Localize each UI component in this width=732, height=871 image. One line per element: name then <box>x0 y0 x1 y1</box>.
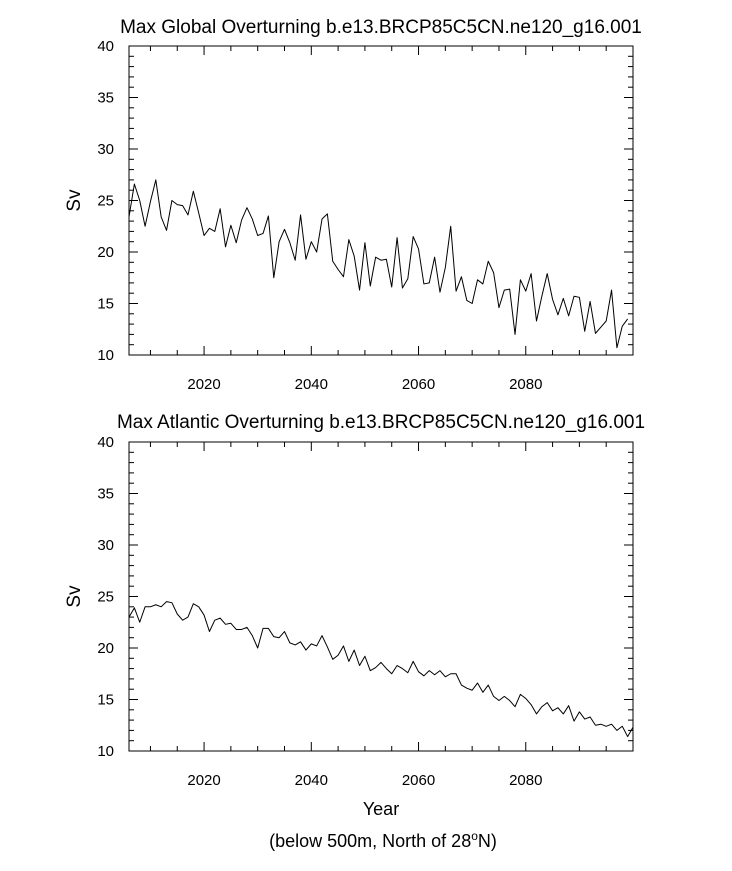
x-tick-label: 2080 <box>509 772 542 789</box>
y-tick-label: 35 <box>97 90 114 107</box>
y-tick-label: 10 <box>97 743 114 760</box>
chart-title: Max Atlantic Overturning b.e13.BRCP85C5C… <box>117 412 645 433</box>
y-tick-label: 25 <box>97 589 114 606</box>
x-tick-label: 2040 <box>295 772 328 789</box>
plot-frame <box>128 441 634 752</box>
y-tick-label: 30 <box>97 537 114 554</box>
y-tick-label: 25 <box>97 193 114 210</box>
global-overturning-panel: Max Global Overturning b.e13.BRCP85C5CN.… <box>64 17 642 393</box>
y-tick-label: 20 <box>97 244 114 261</box>
y-axis-label: Sv <box>64 189 85 212</box>
x-tick-label: 2060 <box>402 376 435 393</box>
x-tick-label: 2080 <box>509 376 542 393</box>
x-tick-label: 2060 <box>402 772 435 789</box>
y-tick-label: 40 <box>97 38 114 55</box>
footnote: (below 500m, North of 28oN) <box>269 829 497 851</box>
y-tick-label: 40 <box>97 434 114 451</box>
x-axis-label: Year <box>363 799 399 819</box>
y-tick-label: 30 <box>97 141 114 158</box>
chart-title: Max Global Overturning b.e13.BRCP85C5CN.… <box>120 17 642 38</box>
y-tick-label: 20 <box>97 640 114 657</box>
footnote-text-end: N) <box>478 831 497 851</box>
y-tick-label: 35 <box>97 486 114 503</box>
plot-frame <box>128 45 634 356</box>
atlantic-overturning-panel: Max Atlantic Overturning b.e13.BRCP85C5C… <box>64 412 645 819</box>
x-tick-label: 2040 <box>295 376 328 393</box>
series-line <box>128 601 634 738</box>
y-tick-label: 15 <box>97 692 114 709</box>
x-tick-label: 2020 <box>187 772 220 789</box>
y-axis-label: Sv <box>64 585 85 608</box>
footnote-text: (below 500m, North of 28 <box>269 831 471 851</box>
series-line <box>128 179 629 349</box>
y-tick-label: 10 <box>97 347 114 364</box>
y-tick-label: 15 <box>97 296 114 313</box>
footnote-superscript: o <box>471 829 478 843</box>
x-tick-label: 2020 <box>187 376 220 393</box>
